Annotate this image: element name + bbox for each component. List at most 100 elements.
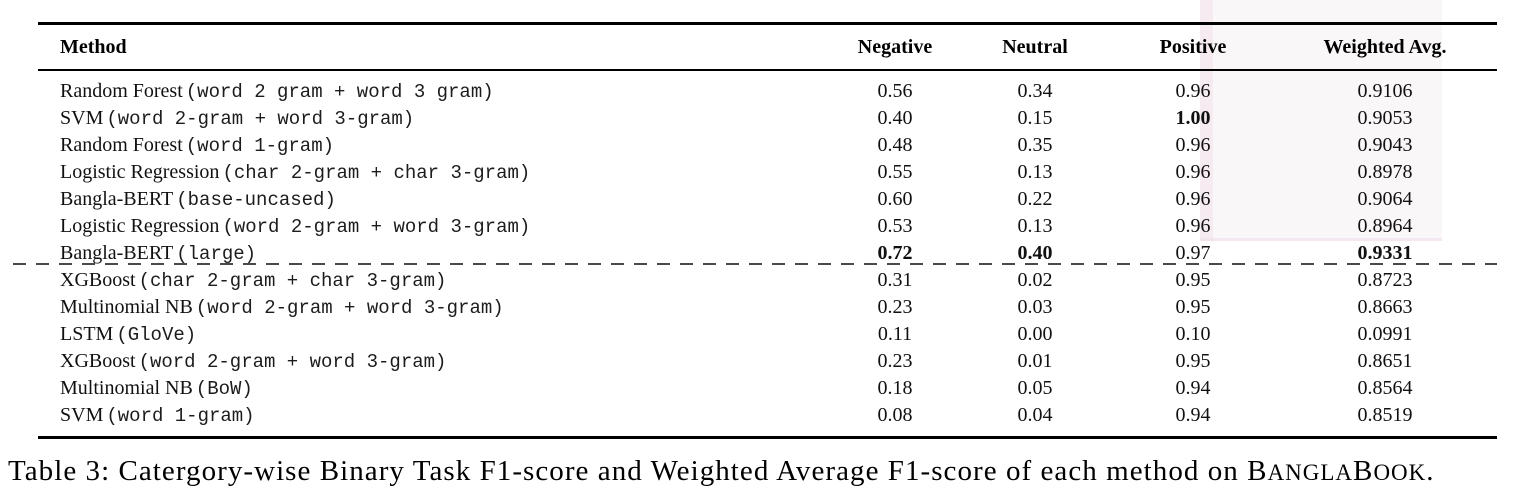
- method-feature: (BoW): [195, 378, 253, 400]
- method-cell: Bangla-BERT (large): [38, 240, 825, 267]
- neutral-value: 0.22: [1017, 188, 1053, 210]
- weighted-avg-value: 0.8564: [1357, 377, 1413, 399]
- neutral-value: 0.15: [1017, 107, 1053, 129]
- table-row: Logistic Regression (word 2-gram + word 3…: [38, 213, 1497, 240]
- method-name: Multinomial NB: [60, 296, 193, 318]
- table-row: Multinomial NB (BoW) 0.18 0.05 0.94 0.8564: [38, 375, 1497, 402]
- dataset-name-smallcaps-2: OOK: [1373, 460, 1427, 485]
- method-cell: Multinomial NB (BoW): [38, 375, 825, 402]
- positive-value: 0.95: [1175, 296, 1211, 318]
- negative-value: 0.31: [877, 269, 913, 291]
- weighted-avg-value: 0.8964: [1357, 215, 1413, 237]
- negative-value: 0.48: [877, 134, 913, 156]
- method-name: Multinomial NB: [60, 377, 193, 399]
- caption-period: .: [1426, 455, 1435, 487]
- negative-value: 0.56: [877, 80, 913, 102]
- table-row: Bangla-BERT (large) 0.72 0.40 0.97 0.9331: [38, 240, 1497, 267]
- method-feature: (word 2-gram + word 3-gram): [106, 108, 415, 130]
- neutral-value: 0.00: [1017, 323, 1053, 345]
- method-cell: LSTM (GloVe): [38, 321, 825, 348]
- table-row: Random Forest (word 2 gram + word 3 gram)…: [38, 70, 1497, 105]
- positive-value: 0.10: [1175, 323, 1211, 345]
- method-name: SVM: [60, 404, 104, 426]
- method-feature: (base-uncased): [176, 189, 336, 211]
- dataset-name-smallcaps-1: ANGLA: [1267, 460, 1354, 485]
- method-feature: (word 2-gram + word 3-gram): [138, 351, 447, 373]
- method-feature: (large): [176, 243, 257, 265]
- method-cell: SVM (word 1-gram): [38, 402, 825, 438]
- method-feature: (char 2-gram + char 3-gram): [222, 162, 531, 184]
- method-feature: (char 2-gram + char 3-gram): [138, 270, 447, 292]
- neutral-value: 0.13: [1017, 161, 1053, 183]
- method-cell: XGBoost (char 2-gram + char 3-gram): [38, 267, 825, 294]
- method-cell: SVM (word 2-gram + word 3-gram): [38, 105, 825, 132]
- positive-value: 0.96: [1175, 161, 1211, 183]
- method-feature: (word 2-gram + word 3-gram): [195, 297, 504, 319]
- negative-value: 0.72: [877, 242, 913, 264]
- method-cell: Random Forest (word 1-gram): [38, 132, 825, 159]
- negative-value: 0.23: [877, 350, 913, 372]
- table-header: Method Negative Neutral Positive Weighte…: [38, 23, 1497, 71]
- negative-value: 0.53: [877, 215, 913, 237]
- weighted-avg-value: 0.8519: [1357, 404, 1413, 426]
- neutral-value: 0.34: [1017, 80, 1053, 102]
- method-name: Random Forest: [60, 134, 183, 156]
- method-cell: Logistic Regression (char 2-gram + char 3…: [38, 159, 825, 186]
- neutral-value: 0.02: [1017, 269, 1053, 291]
- neutral-value: 0.35: [1017, 134, 1053, 156]
- weighted-avg-value: 0.9331: [1357, 242, 1413, 264]
- neutral-value: 0.13: [1017, 215, 1053, 237]
- table-row: Multinomial NB (word 2-gram + word 3-gram…: [38, 294, 1497, 321]
- table-row: Logistic Regression (char 2-gram + char 3…: [38, 159, 1497, 186]
- neutral-value: 0.40: [1017, 242, 1053, 264]
- method-name: Logistic Regression: [60, 215, 220, 237]
- table-caption: Table 3: Catergory-wise Binary Task F1-s…: [8, 451, 1530, 493]
- results-table: Method Negative Neutral Positive Weighte…: [38, 22, 1497, 439]
- method-name: XGBoost: [60, 269, 136, 291]
- method-cell: Random Forest (word 2 gram + word 3 gram): [38, 70, 825, 105]
- method-feature: (word 1-gram): [185, 135, 335, 157]
- caption-text: Table 3: Catergory-wise Binary Task F1-s…: [8, 455, 1248, 487]
- negative-value: 0.60: [877, 188, 913, 210]
- weighted-avg-value: 0.0991: [1357, 323, 1413, 345]
- dataset-name-initial-1: B: [1247, 455, 1268, 487]
- header-weighted-avg: Weighted Avg.: [1281, 23, 1497, 71]
- table-row: XGBoost (word 2-gram + word 3-gram) 0.23 0.…: [38, 348, 1497, 375]
- method-name: Bangla-BERT: [60, 242, 174, 264]
- method-cell: Bangla-BERT (base-uncased): [38, 186, 825, 213]
- negative-value: 0.18: [877, 377, 913, 399]
- weighted-avg-value: 0.9053: [1357, 107, 1413, 129]
- table-row: Random Forest (word 1-gram) 0.48 0.35 0.96 0.…: [38, 132, 1497, 159]
- dashed-divider: [13, 263, 1497, 265]
- header-method: Method: [38, 23, 825, 71]
- method-feature: (GloVe): [116, 324, 197, 346]
- method-name: Bangla-BERT: [60, 188, 174, 210]
- positive-value: 0.95: [1175, 269, 1211, 291]
- method-feature: (word 2-gram + word 3-gram): [222, 216, 531, 238]
- weighted-avg-value: 0.9043: [1357, 134, 1413, 156]
- header-positive: Positive: [1105, 23, 1281, 71]
- positive-value: 0.96: [1175, 215, 1211, 237]
- weighted-avg-value: 0.9064: [1357, 188, 1413, 210]
- header-row: Method Negative Neutral Positive Weighte…: [38, 23, 1497, 71]
- negative-value: 0.55: [877, 161, 913, 183]
- positive-value: 0.95: [1175, 350, 1211, 372]
- method-name: Random Forest: [60, 80, 183, 102]
- neutral-value: 0.01: [1017, 350, 1053, 372]
- weighted-avg-value: 0.8723: [1357, 269, 1413, 291]
- method-cell: Logistic Regression (word 2-gram + word 3…: [38, 213, 825, 240]
- table-row: XGBoost (char 2-gram + char 3-gram) 0.31 0.…: [38, 267, 1497, 294]
- positive-value: 0.94: [1175, 377, 1211, 399]
- positive-value: 0.96: [1175, 188, 1211, 210]
- method-feature: (word 2 gram + word 3 gram): [185, 81, 494, 103]
- neutral-value: 0.03: [1017, 296, 1053, 318]
- positive-value: 0.96: [1175, 80, 1211, 102]
- weighted-avg-value: 0.9106: [1357, 80, 1413, 102]
- negative-value: 0.08: [877, 404, 913, 426]
- positive-value: 0.94: [1175, 404, 1211, 426]
- negative-value: 0.40: [877, 107, 913, 129]
- header-negative: Negative: [825, 23, 965, 71]
- weighted-avg-value: 0.8651: [1357, 350, 1413, 372]
- method-name: LSTM: [60, 323, 114, 345]
